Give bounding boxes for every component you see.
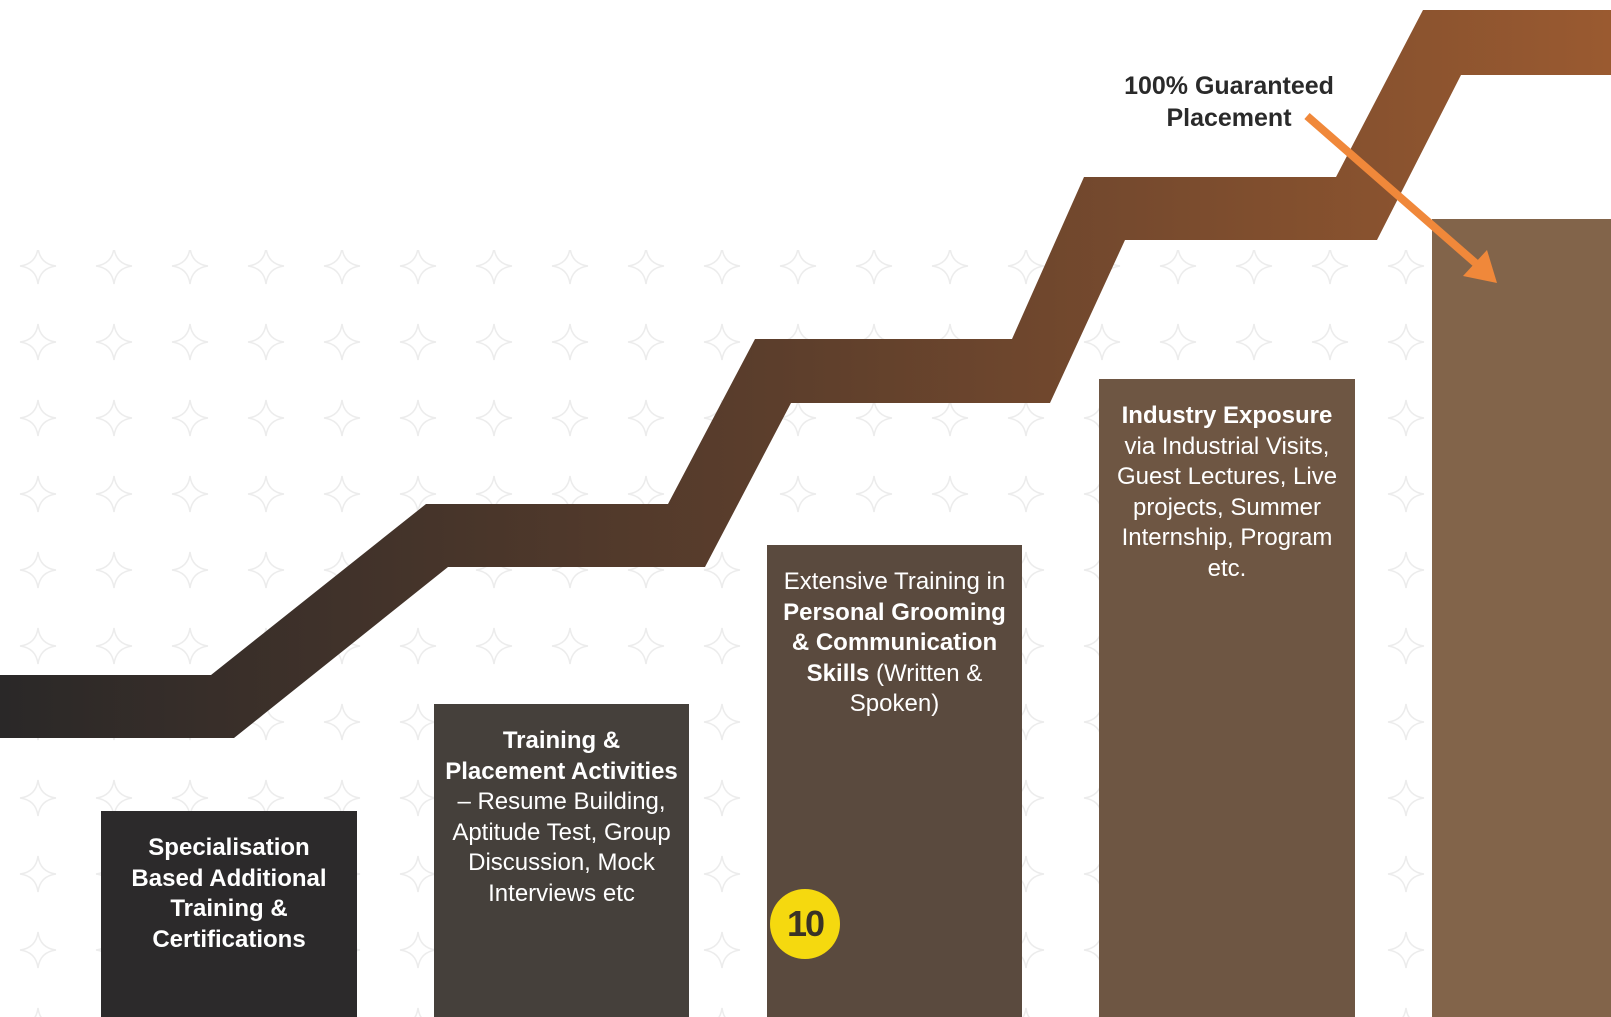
step-column: Training & Placement Activities – Resume… (434, 704, 689, 1017)
step-column: Industry Exposure via Industrial Visits,… (1099, 379, 1355, 1017)
staircase-ribbon (0, 10, 1611, 738)
callout-line: 100% Guaranteed (1124, 72, 1334, 100)
step-text: Personal Grooming & Communication Skills (783, 598, 1006, 687)
step-text: (Written & Spoken) (849, 659, 983, 718)
step-text: Industry Exposure (1121, 402, 1333, 429)
callout-line: Placement (1166, 104, 1292, 132)
step-text: Extensive Training in (783, 568, 1006, 595)
step-column (1432, 219, 1611, 1017)
step-text: – Resume Building, Aptitude Test, Group … (452, 788, 671, 907)
badge: 10 (770, 889, 840, 959)
step-text: Training & Placement Activities (445, 727, 678, 785)
step-column: Specialisation Based Additional Training… (101, 811, 357, 1017)
callout: 100% Guaranteed Placement (1079, 70, 1379, 134)
step-text: via Industrial Visits, Guest Lectures, L… (1116, 432, 1338, 582)
step-text: Specialisation Based Additional Training… (131, 834, 327, 953)
